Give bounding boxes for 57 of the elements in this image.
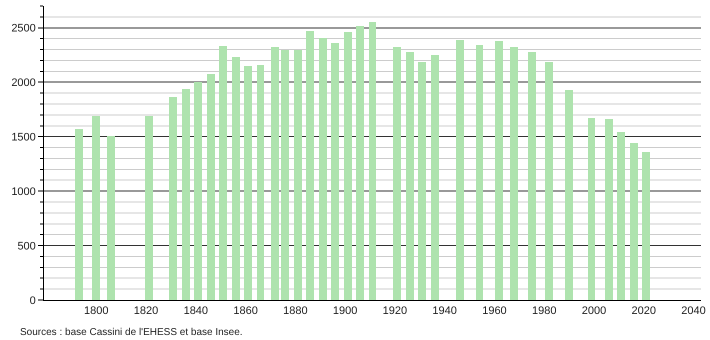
y-tick-label: 0 xyxy=(30,294,36,307)
bar xyxy=(495,41,503,300)
bar xyxy=(630,143,638,300)
bar xyxy=(588,118,595,300)
bar xyxy=(219,46,227,300)
y-tick-label: 1000 xyxy=(11,186,36,198)
bar xyxy=(294,50,302,300)
bar xyxy=(545,62,553,300)
x-tick-label: 1860 xyxy=(233,305,258,318)
x-tick-label: 1880 xyxy=(283,305,308,318)
bar xyxy=(605,119,613,300)
bar xyxy=(145,116,153,300)
bar xyxy=(393,47,401,300)
x-tick-label: 1900 xyxy=(332,305,358,318)
bar xyxy=(406,52,414,300)
y-tick-label: 2500 xyxy=(11,22,36,35)
y-tick-label: 2000 xyxy=(11,77,36,90)
x-tick-label: 1920 xyxy=(382,305,408,318)
bar xyxy=(92,116,100,300)
x-tick-label: 1800 xyxy=(84,305,108,318)
bar xyxy=(418,62,426,300)
x-tick-label: 1960 xyxy=(482,305,507,318)
bar xyxy=(257,65,264,300)
bar xyxy=(319,38,327,300)
bar xyxy=(528,52,536,300)
bar xyxy=(510,47,518,300)
bar xyxy=(369,22,376,300)
bar xyxy=(207,74,215,300)
x-tick-label: 1980 xyxy=(532,305,556,318)
bar xyxy=(169,97,177,300)
bar xyxy=(331,43,339,300)
bar xyxy=(476,45,483,300)
y-tick-label: 1500 xyxy=(11,132,36,144)
x-tick-label: 2040 xyxy=(681,305,706,318)
bar xyxy=(617,132,625,300)
bar xyxy=(306,31,314,300)
bar xyxy=(565,90,573,300)
bar xyxy=(642,152,650,300)
bar xyxy=(75,129,83,300)
bar xyxy=(107,136,115,300)
bar xyxy=(232,57,240,300)
x-tick-label: 2000 xyxy=(582,305,606,318)
bar xyxy=(456,40,464,300)
x-tick-label: 2020 xyxy=(632,305,656,318)
x-tick-label: 1840 xyxy=(184,305,208,318)
y-tick-label: 500 xyxy=(17,240,36,252)
bar xyxy=(344,32,352,300)
x-tick-label: 1940 xyxy=(432,305,457,318)
x-tick-label: 1820 xyxy=(134,305,158,318)
bar xyxy=(194,82,202,300)
bar xyxy=(244,66,252,300)
bar xyxy=(356,26,364,300)
bar xyxy=(281,50,289,300)
source-note: Sources : base Cassini de l'EHESS et base Insee. xyxy=(20,327,243,338)
bar xyxy=(271,47,279,300)
bar xyxy=(431,55,439,300)
bar xyxy=(182,89,190,300)
